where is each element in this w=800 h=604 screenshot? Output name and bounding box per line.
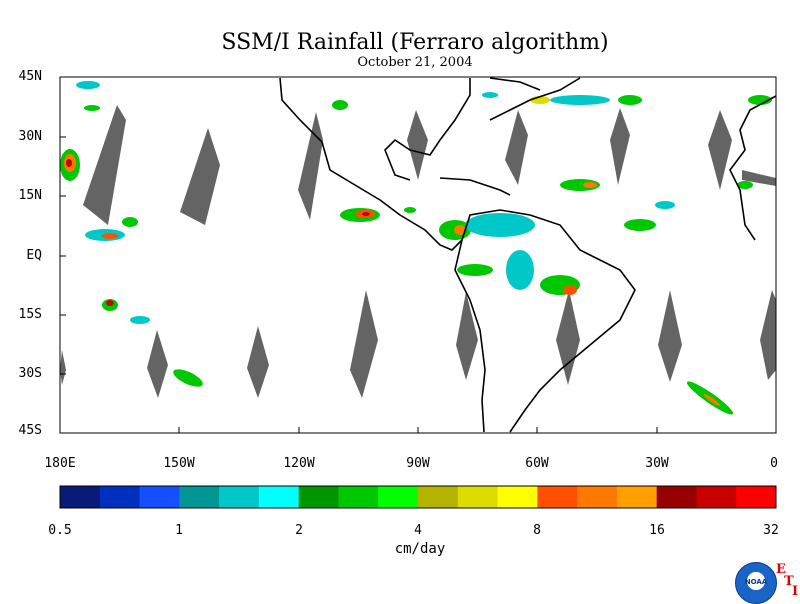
colorbar-tick-label: 8 — [533, 523, 541, 538]
lon-label: 150W — [163, 456, 195, 471]
colorbar-swatch — [298, 486, 339, 508]
colorbar-swatch — [378, 486, 419, 508]
corner-letter: E — [776, 562, 786, 577]
noaa-logo: NOAA — [735, 562, 777, 604]
colorbar-swatch — [99, 486, 141, 508]
coastlines — [279, 77, 777, 433]
lon-label: 0 — [770, 456, 778, 471]
lat-label: 45N — [18, 69, 42, 84]
colorbar-swatch — [656, 486, 697, 508]
rainfall-patches — [60, 81, 772, 415]
colorbar-swatch — [616, 486, 658, 508]
lon-label: 30W — [645, 456, 669, 471]
axis-ticks — [59, 76, 777, 434]
lat-label: 45S — [18, 423, 42, 438]
colorbar-swatch — [696, 486, 737, 508]
noaa-logo-text: NOAA — [744, 578, 768, 586]
lat-label: 30N — [18, 129, 42, 144]
lon-label: 120W — [283, 456, 315, 471]
corner-letter: I — [792, 584, 799, 599]
colorbar-swatch — [577, 486, 618, 508]
colorbar-swatch — [497, 486, 538, 508]
colorbar-swatch — [736, 486, 777, 508]
lat-label: EQ — [26, 248, 42, 263]
colorbar-tick-label: 4 — [414, 523, 422, 538]
colorbar-swatch — [418, 486, 459, 508]
lon-label: 180E — [44, 456, 76, 471]
colorbar — [60, 486, 777, 508]
colorbar-tick-label: 0.5 — [48, 523, 72, 538]
colorbar-swatch — [338, 486, 379, 508]
lat-label: 30S — [18, 366, 42, 381]
colorbar-swatch — [179, 486, 220, 508]
lon-label: 60W — [525, 456, 549, 471]
colorbar-swatch — [457, 486, 499, 508]
colorbar-tick-label: 32 — [763, 523, 779, 538]
colorbar-units: cm/day — [394, 541, 446, 557]
colorbar-frame — [59, 485, 777, 509]
no-data-swaths — [60, 105, 776, 398]
colorbar-tick-label: 1 — [175, 523, 183, 538]
colorbar-swatch — [537, 486, 578, 508]
colorbar-tick-label: 2 — [295, 523, 303, 538]
lat-label: 15S — [18, 307, 42, 322]
map-title: SSM/I Rainfall (Ferraro algorithm) — [221, 30, 609, 55]
colorbar-swatch — [139, 486, 180, 508]
colorbar-tick-label: 16 — [649, 523, 665, 538]
lon-label: 90W — [406, 456, 430, 471]
colorbar-swatch — [60, 486, 101, 508]
colorbar-swatch — [258, 486, 300, 508]
colorbar-swatch — [219, 486, 260, 508]
corner-letter: T — [784, 574, 794, 589]
map-date: October 21, 2004 — [357, 55, 473, 70]
lat-label: 15N — [18, 188, 42, 203]
